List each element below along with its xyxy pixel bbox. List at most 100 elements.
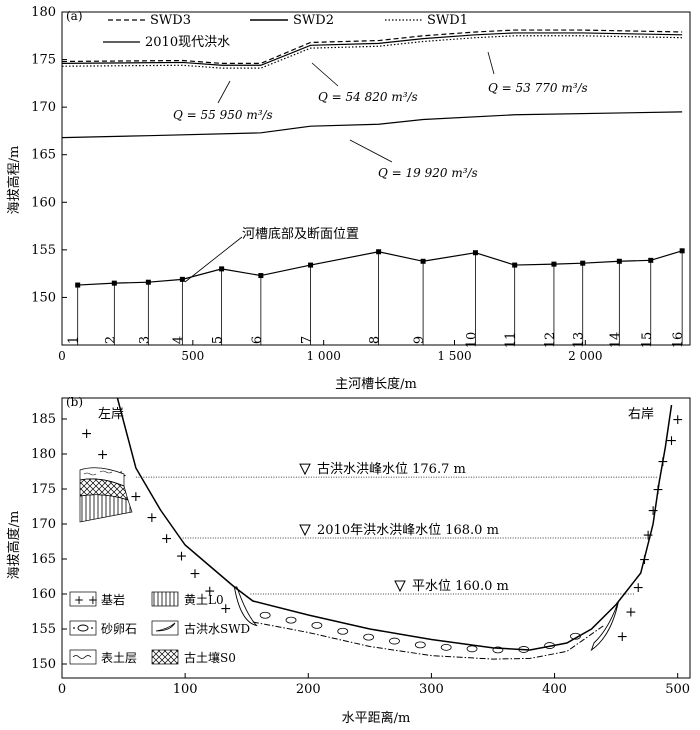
panel-b-y-tick-label: 185 <box>31 412 56 427</box>
panel-a-label: (a) <box>66 9 83 23</box>
panel-b-label: (b) <box>66 395 83 409</box>
panel-a-frame <box>61 11 691 346</box>
panel-a-x-tick-label: 2 000 <box>568 349 602 363</box>
section-point <box>616 258 622 264</box>
bedrock-symbol: + <box>632 580 644 596</box>
panel-a: (a) 0 500 1 000 1 500 2 00015015516016517017… <box>6 5 691 392</box>
gravel-symbol <box>518 646 530 653</box>
section-point <box>111 280 117 286</box>
panel-a-y-tick-label: 155 <box>31 243 56 258</box>
bedrock-symbol: + <box>97 447 109 463</box>
panel-a-x-tick-label: 1 500 <box>437 349 471 363</box>
bedrock-symbol: + <box>652 482 664 498</box>
panel-a-y-tick-label: 180 <box>31 5 56 20</box>
panel-b-y-tick-label: 165 <box>31 552 56 567</box>
panel-a-y-axis-label: 海拔高程/m <box>6 146 22 215</box>
bedrock-symbol: + <box>146 510 158 526</box>
water-level-label: 2010年洪水洪峰水位 168.0 m <box>317 523 499 538</box>
gravel-symbol <box>544 642 556 649</box>
section-number-label: 7 <box>300 336 315 344</box>
panel-a-annotations: Q = 55 950 m³/s Q = 54 820 m³/s Q = 53 7… <box>173 51 588 283</box>
section-number-label: 4 <box>171 336 186 344</box>
panel-b-x-axis-label: 水平距离/m <box>342 710 411 726</box>
series-line-swd1 <box>61 35 683 69</box>
gravel-symbol <box>285 616 297 624</box>
section-point <box>472 250 478 256</box>
annotation-q-54820: Q = 54 820 m³/s <box>318 90 418 104</box>
bedrock-symbol: + <box>657 454 669 470</box>
paleoflood-deposit-left <box>233 586 258 627</box>
panel-b-frame <box>61 397 691 679</box>
bedrock-symbol: + <box>220 601 232 617</box>
panel-a-y-tick-label: 165 <box>31 148 56 163</box>
section-number-label: 3 <box>137 336 152 344</box>
water-level-marker-icon <box>299 463 311 476</box>
gravel-symbol <box>440 643 452 651</box>
bedrock-symbol: + <box>625 605 637 621</box>
bedrock-symbol: + <box>666 433 678 449</box>
bedrock-symbol: + <box>642 528 654 544</box>
water-level-label: 平水位 160.0 m <box>412 579 509 594</box>
section-point <box>580 260 586 266</box>
panel-b-y-axis-label: 海拔高度/m <box>6 511 22 580</box>
section-number-label: 15 <box>640 332 655 349</box>
section-number-label: 16 <box>671 332 686 349</box>
section-number-label: 13 <box>572 332 587 349</box>
panel-a-x-tick-label: 500 <box>181 349 204 363</box>
legend-bedrock-swatch <box>69 591 97 607</box>
section-number-label: 10 <box>464 332 479 349</box>
panel-a-y-tick-label: 150 <box>31 290 56 305</box>
gravel-symbol <box>259 611 271 619</box>
legend-loess-label: 黄土L0 <box>184 593 224 607</box>
bedrock-symbol: + <box>81 426 93 442</box>
legend-bedrock-label: 基岩 <box>101 592 125 607</box>
legend-loess-swatch <box>151 591 179 607</box>
legend-swd3-label: SWD3 <box>150 13 191 28</box>
gravel-symbol <box>389 637 400 645</box>
legend-paleoflood-label: 古洪水SWD <box>184 621 250 636</box>
gravel-symbol <box>337 627 349 635</box>
annotation-q-55950: Q = 55 950 m³/s <box>173 108 273 122</box>
annotation-q-19920: Q = 19 920 m³/s <box>378 166 478 180</box>
panel-a-legend: SWD3 SWD2 SWD1 2010现代洪水 <box>103 13 468 50</box>
left-bank-stratigraphy-inset <box>79 467 133 523</box>
left-bank-label: 左岸 <box>98 407 124 422</box>
panel-b-x-tick-label: 300 <box>419 682 444 697</box>
section-number-label: 9 <box>412 336 427 344</box>
legend-paleosol-swatch <box>151 649 179 665</box>
panel-a-y-tick-label: 160 <box>31 195 56 210</box>
panel-b-y-tick-label: 150 <box>31 657 56 672</box>
section-point <box>376 249 382 255</box>
section-number-label: 5 <box>211 336 226 344</box>
legend-paleosol-label: 古土壤S0 <box>184 650 236 665</box>
legend-topsoil-label: 表土层 <box>101 651 137 665</box>
panel-b-x-tick-label: 0 <box>58 682 66 697</box>
paleoflood-deposit-right <box>590 600 620 652</box>
water-level-marker-icon <box>394 580 406 593</box>
panel-b-y-tick-label: 155 <box>31 622 56 637</box>
bedrock-symbol: + <box>204 584 216 600</box>
water-level-label: 古洪水洪峰水位 176.7 m <box>317 462 466 477</box>
gravel-symbol <box>570 632 581 640</box>
panel-b-x-tick-label: 200 <box>296 682 321 697</box>
right-bank-label: 右岸 <box>628 407 654 422</box>
gravel-symbol <box>414 641 426 649</box>
annotation-channel-bottom: 河槽底部及断面位置 <box>242 226 359 242</box>
bedrock-symbol: + <box>176 549 188 565</box>
gravel-symbol <box>363 633 375 641</box>
bedrock-symbol: + <box>130 489 142 505</box>
gravel-symbol <box>492 646 504 654</box>
cross-section-profile <box>116 397 673 651</box>
panel-b-x-tick-label: 100 <box>173 682 198 697</box>
panel-b-x-tick-label: 400 <box>542 682 567 697</box>
legend-topsoil-swatch <box>69 649 97 665</box>
legend-paleoflood-swatch <box>151 620 179 636</box>
panel-a-y-tick-label: 170 <box>31 100 56 115</box>
section-point <box>179 276 185 282</box>
panel-b-y-tick-label: 160 <box>31 587 56 602</box>
channel-bottom-line <box>77 250 683 286</box>
legend-swd2-label: SWD2 <box>293 13 334 28</box>
bedrock-symbol: + <box>161 531 173 547</box>
legend-gravel-swatch <box>69 620 97 636</box>
